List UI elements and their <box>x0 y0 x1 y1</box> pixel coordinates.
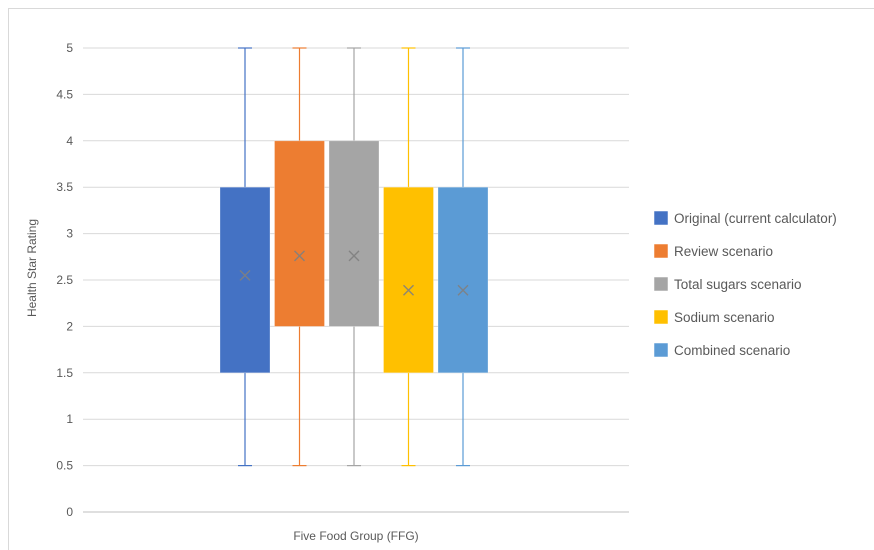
y-tick-label: 0.5 <box>56 459 73 473</box>
legend-label: Total sugars scenario <box>674 277 802 292</box>
box-1 <box>219 47 271 467</box>
box-body <box>274 140 325 327</box>
box-series <box>219 47 489 467</box>
box-body <box>219 186 271 374</box>
chart-frame <box>8 8 874 550</box>
y-tick-label: 5 <box>66 41 73 55</box>
legend-label: Combined scenario <box>674 343 790 358</box>
y-axis: 0 0.5 1 1.5 2 2.5 3 3.5 4 4.5 5 <box>56 41 73 519</box>
y-tick-label: 4.5 <box>56 87 73 101</box>
legend-swatch <box>653 210 669 226</box>
y-tick-label: 2.5 <box>56 273 73 287</box>
y-tick-label: 4 <box>66 134 73 148</box>
box-body <box>328 140 380 327</box>
legend-item: Sodium scenario <box>653 309 775 325</box>
mean-marker <box>457 284 469 296</box>
legend: Original (current calculator) Review scen… <box>653 210 837 358</box>
y-tick-label: 2 <box>66 319 73 333</box>
legend-swatch <box>653 276 669 292</box>
legend-item: Total sugars scenario <box>653 276 802 292</box>
legend-item: Combined scenario <box>653 342 790 358</box>
legend-label: Review scenario <box>674 244 773 259</box>
y-tick-label: 3 <box>66 227 73 241</box>
mean-marker <box>403 284 414 296</box>
legend-label: Sodium scenario <box>674 310 775 325</box>
legend-item: Original (current calculator) <box>653 210 837 226</box>
box-5 <box>437 47 489 467</box>
x-axis-title: Five Food Group (FFG) <box>293 529 418 543</box>
legend-swatch <box>653 243 669 259</box>
y-axis-title: Health Star Rating <box>25 219 39 317</box>
mean-marker <box>348 250 360 262</box>
box-3 <box>328 47 380 467</box>
y-tick-label: 3.5 <box>56 180 73 194</box>
mean-marker <box>239 269 251 281</box>
legend-label: Original (current calculator) <box>674 211 837 226</box>
box-body <box>437 186 489 374</box>
box-2 <box>274 47 325 467</box>
box-4 <box>383 47 434 467</box>
legend-swatch <box>653 309 669 325</box>
legend-item: Review scenario <box>653 243 773 259</box>
y-tick-label: 1 <box>66 412 73 426</box>
box-body <box>383 186 434 374</box>
legend-swatch <box>653 342 669 358</box>
y-tick-label: 0 <box>66 505 73 519</box>
y-tick-label: 1.5 <box>56 366 73 380</box>
mean-marker <box>294 250 305 262</box>
